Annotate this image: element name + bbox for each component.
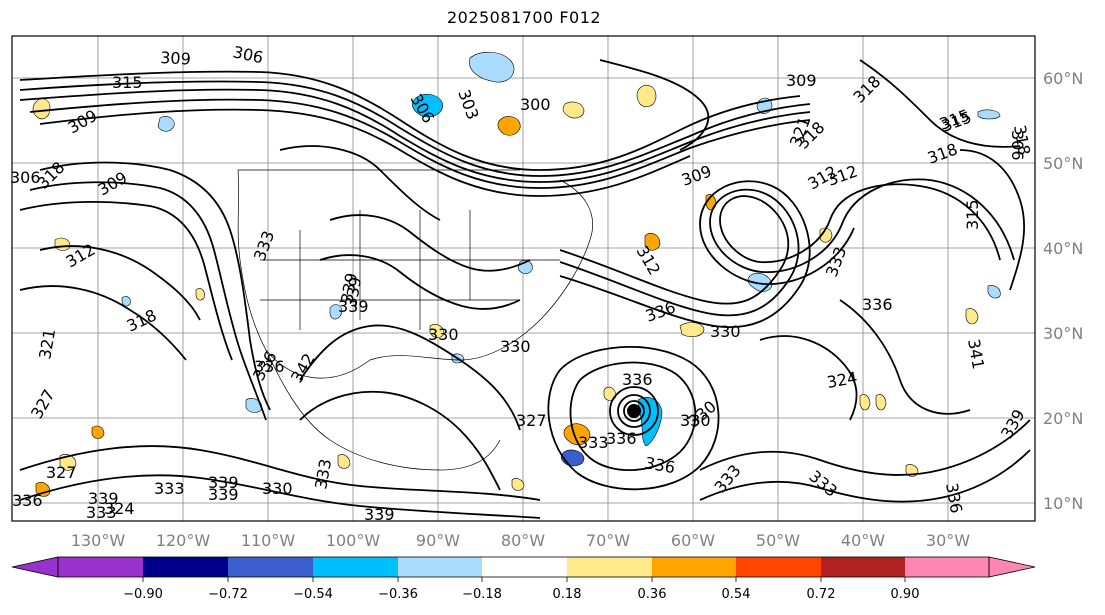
colorbar-tick-label: 0.36 bbox=[638, 587, 667, 602]
colorbar-swatch bbox=[905, 557, 989, 577]
lat-tick-label: 10°N bbox=[1043, 494, 1083, 513]
lon-tick-label: 100°W bbox=[326, 531, 381, 550]
colorbar-tick-label: −0.36 bbox=[378, 587, 418, 602]
lon-tick-label: 90°W bbox=[416, 531, 460, 550]
colorbar-swatch bbox=[736, 557, 821, 577]
longitude-labels: 130°W 120°W 110°W 100°W 90°W 80°W 70°W 6… bbox=[71, 531, 970, 550]
lon-tick-label: 110°W bbox=[241, 531, 296, 550]
colorbar-tick-label: −0.72 bbox=[208, 587, 248, 602]
contour-label: 336 bbox=[862, 295, 893, 314]
contour-label: 330 bbox=[500, 337, 531, 356]
contour-label: 336 bbox=[606, 429, 637, 448]
contour-label: 336 bbox=[12, 491, 43, 510]
contour-label: 330 bbox=[428, 325, 459, 344]
contour-label: 336 bbox=[622, 370, 653, 389]
colorbar-ticks bbox=[143, 577, 905, 582]
colorbar-tick-label: 0.54 bbox=[722, 587, 751, 602]
lat-tick-label: 30°N bbox=[1043, 324, 1083, 343]
lat-tick-label: 60°N bbox=[1043, 69, 1083, 88]
contour-label: 324 bbox=[104, 499, 135, 518]
lon-tick-label: 50°W bbox=[756, 531, 800, 550]
lon-tick-label: 40°W bbox=[841, 531, 885, 550]
contour-label: 330 bbox=[262, 479, 293, 498]
contour-label: 327 bbox=[516, 411, 547, 430]
lon-tick-label: 70°W bbox=[586, 531, 630, 550]
contour-label: 327 bbox=[46, 463, 77, 482]
colorbar-tick-label: 0.72 bbox=[807, 587, 836, 602]
hurricane-eye bbox=[627, 404, 641, 418]
contour-label: 336 bbox=[254, 357, 285, 376]
colorbar-tick-label: 0.90 bbox=[891, 587, 920, 602]
colorbar-swatch bbox=[313, 557, 398, 577]
colorbar-swatch bbox=[143, 557, 228, 577]
colorbar-swatch bbox=[58, 557, 143, 577]
latitude-labels: 60°N 50°N 40°N 30°N 20°N 10°N bbox=[1043, 69, 1083, 513]
lon-tick-label: 30°W bbox=[926, 531, 970, 550]
contour-label: 339 bbox=[208, 485, 239, 504]
contour-label: 315 bbox=[963, 199, 982, 230]
contour-label: 333 bbox=[154, 479, 185, 498]
lat-tick-label: 50°N bbox=[1043, 154, 1083, 173]
colorbar-swatch bbox=[652, 557, 736, 577]
colorbar-swatch bbox=[228, 557, 313, 577]
lat-tick-label: 20°N bbox=[1043, 409, 1083, 428]
colorbar-tick-label: −0.90 bbox=[123, 587, 163, 602]
contour-label: 339 bbox=[338, 297, 369, 316]
contour-label: 300 bbox=[520, 95, 551, 114]
contour-label: 330 bbox=[710, 322, 741, 341]
contour-label: 309 bbox=[786, 71, 817, 90]
lon-tick-label: 130°W bbox=[71, 531, 126, 550]
contour-label: 333 bbox=[578, 433, 609, 452]
map-panel: 309 306 315 303 309 306 300 306 309 312 … bbox=[10, 36, 1035, 524]
colorbar-extend-min bbox=[12, 557, 58, 577]
lat-tick-label: 40°N bbox=[1043, 239, 1083, 258]
contour-label: 309 bbox=[160, 48, 191, 69]
colorbar-swatch bbox=[821, 557, 905, 577]
lon-tick-label: 120°W bbox=[156, 531, 211, 550]
colorbar-swatch bbox=[482, 557, 567, 577]
colorbar-swatch bbox=[398, 557, 482, 577]
colorbar-extend-max bbox=[989, 557, 1035, 577]
lon-tick-label: 60°W bbox=[671, 531, 715, 550]
contour-label: 315 bbox=[112, 73, 143, 92]
lon-tick-label: 80°W bbox=[501, 531, 545, 550]
colorbar-tick-label: −0.54 bbox=[293, 587, 333, 602]
colorbar-tick-label: −0.18 bbox=[462, 587, 502, 602]
colorbar-tick-label: 0.18 bbox=[553, 587, 582, 602]
colorbar-swatch bbox=[567, 557, 652, 577]
colorbar: −0.90 −0.72 −0.54 −0.36 −0.18 0.18 0.36 … bbox=[12, 557, 1035, 602]
